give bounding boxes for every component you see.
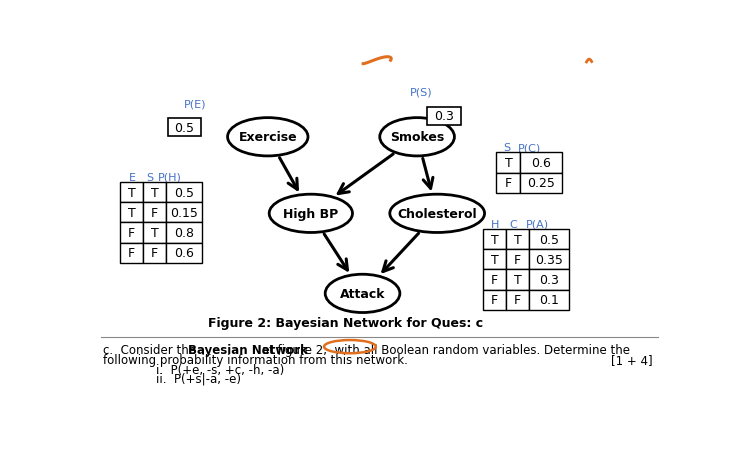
- Text: F: F: [151, 247, 159, 260]
- Text: F: F: [514, 253, 521, 266]
- Text: T: T: [505, 156, 512, 170]
- FancyBboxPatch shape: [483, 290, 506, 310]
- Text: F: F: [491, 294, 498, 307]
- Text: [1 + 4]: [1 + 4]: [611, 353, 653, 366]
- FancyBboxPatch shape: [529, 290, 569, 310]
- FancyBboxPatch shape: [483, 250, 506, 270]
- Text: F: F: [151, 207, 159, 219]
- Ellipse shape: [269, 195, 353, 233]
- Text: Exercise: Exercise: [239, 131, 297, 144]
- FancyBboxPatch shape: [120, 203, 143, 223]
- FancyBboxPatch shape: [166, 223, 202, 243]
- Text: P(H): P(H): [159, 172, 182, 182]
- FancyBboxPatch shape: [506, 230, 529, 250]
- Text: P(A): P(A): [526, 219, 549, 229]
- Text: Smokes: Smokes: [390, 131, 444, 144]
- Text: 0.6: 0.6: [174, 247, 194, 260]
- FancyBboxPatch shape: [529, 270, 569, 290]
- FancyBboxPatch shape: [166, 203, 202, 223]
- FancyBboxPatch shape: [428, 108, 461, 126]
- Text: C: C: [509, 219, 517, 229]
- FancyBboxPatch shape: [506, 270, 529, 290]
- Text: P(S): P(S): [410, 87, 433, 97]
- Text: T: T: [491, 253, 499, 266]
- Text: T: T: [150, 186, 159, 199]
- Text: T: T: [150, 226, 159, 239]
- Text: at figure 2,  with all Boolean random variables. Determine the: at figure 2, with all Boolean random var…: [258, 343, 630, 356]
- Text: T: T: [127, 207, 136, 219]
- Text: c.  Consider the: c. Consider the: [103, 343, 200, 356]
- Text: i.  P(+e, -s, +c, -h, -a): i. P(+e, -s, +c, -h, -a): [156, 363, 284, 376]
- Text: 0.35: 0.35: [535, 253, 563, 266]
- FancyBboxPatch shape: [520, 173, 562, 193]
- Text: F: F: [491, 273, 498, 286]
- FancyBboxPatch shape: [166, 243, 202, 263]
- Text: T: T: [514, 273, 522, 286]
- Text: 0.5: 0.5: [539, 233, 559, 246]
- FancyBboxPatch shape: [143, 183, 166, 203]
- FancyBboxPatch shape: [506, 250, 529, 270]
- Ellipse shape: [325, 275, 400, 313]
- FancyBboxPatch shape: [166, 183, 202, 203]
- FancyBboxPatch shape: [120, 183, 143, 203]
- FancyBboxPatch shape: [120, 223, 143, 243]
- Text: 0.25: 0.25: [527, 177, 555, 190]
- FancyBboxPatch shape: [496, 153, 520, 173]
- Text: ii.  P(+s|-a, -e): ii. P(+s|-a, -e): [156, 371, 241, 384]
- Ellipse shape: [227, 118, 308, 156]
- Text: T: T: [127, 186, 136, 199]
- Text: following probability information from this network.: following probability information from t…: [103, 353, 408, 366]
- Text: T: T: [491, 233, 499, 246]
- Text: F: F: [128, 247, 136, 260]
- Text: E: E: [130, 172, 136, 182]
- Text: F: F: [514, 294, 521, 307]
- Text: 0.1: 0.1: [539, 294, 559, 307]
- FancyBboxPatch shape: [520, 153, 562, 173]
- FancyBboxPatch shape: [483, 270, 506, 290]
- Text: 0.8: 0.8: [174, 226, 194, 239]
- Ellipse shape: [379, 118, 454, 156]
- FancyBboxPatch shape: [143, 243, 166, 263]
- Text: S: S: [147, 172, 153, 182]
- Text: 0.3: 0.3: [539, 273, 559, 286]
- Text: 0.3: 0.3: [434, 110, 454, 123]
- Text: P(E): P(E): [184, 100, 206, 110]
- Text: P(C): P(C): [517, 143, 541, 153]
- FancyBboxPatch shape: [506, 290, 529, 310]
- FancyBboxPatch shape: [496, 173, 520, 193]
- Text: High BP: High BP: [283, 207, 339, 221]
- Text: 0.5: 0.5: [174, 186, 194, 199]
- Text: 0.5: 0.5: [175, 121, 194, 134]
- FancyBboxPatch shape: [143, 203, 166, 223]
- FancyBboxPatch shape: [168, 119, 201, 137]
- Text: F: F: [128, 226, 136, 239]
- Ellipse shape: [390, 195, 485, 233]
- Text: Attack: Attack: [340, 287, 385, 300]
- Text: 0.6: 0.6: [531, 156, 551, 170]
- Text: F: F: [505, 177, 512, 190]
- Text: Cholesterol: Cholesterol: [397, 207, 477, 221]
- Text: Bayesian Network: Bayesian Network: [188, 343, 308, 356]
- FancyBboxPatch shape: [529, 230, 569, 250]
- FancyBboxPatch shape: [143, 223, 166, 243]
- FancyBboxPatch shape: [120, 243, 143, 263]
- Text: S: S: [504, 143, 511, 153]
- Text: 0.15: 0.15: [170, 207, 198, 219]
- Text: T: T: [514, 233, 522, 246]
- Text: H: H: [491, 219, 499, 229]
- FancyBboxPatch shape: [529, 250, 569, 270]
- Text: Figure 2: Bayesian Network for Ques: c: Figure 2: Bayesian Network for Ques: c: [207, 317, 483, 330]
- FancyBboxPatch shape: [483, 230, 506, 250]
